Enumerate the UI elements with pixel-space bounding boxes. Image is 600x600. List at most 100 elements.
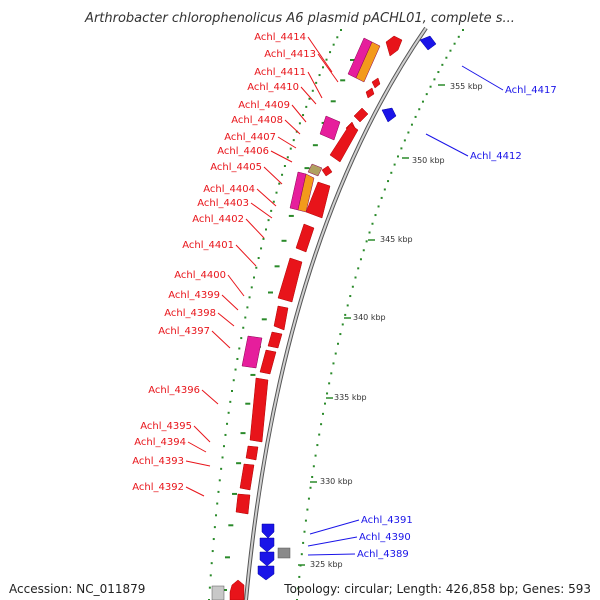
gene-label-achl-4402: Achl_4402 [192,214,244,225]
gene-label-achl-4400: Achl_4400 [174,270,226,281]
gene-leader-line [307,71,323,99]
colored-genes [241,37,381,369]
gene-leader-line [250,202,273,219]
gene-block [257,565,275,581]
backbone [245,27,427,600]
gene-leader-line [284,119,301,135]
reverse-genes [257,35,437,581]
gene-block [277,547,291,559]
gene-leader-line [425,133,469,157]
gene-block [307,163,323,177]
gene-block [273,305,289,331]
gene-label-achl-4390: Achl_4390 [359,532,411,543]
gene-leader-line [300,86,317,105]
gene-block [385,35,403,57]
gene-label-achl-4411: Achl_4411 [254,67,306,78]
gene-block [235,493,251,515]
reverse-gene-labels: Achl_4417 Achl_4412 Achl_4391 Achl_4390 Achl… [307,65,557,560]
gene-block [239,463,255,491]
gene-label-achl-4410: Achl_4410 [247,82,299,93]
gene-leader-line [227,274,245,297]
gene-label-achl-4396: Achl_4396 [148,385,200,396]
accession-label: Accession: NC_011879 [9,582,146,596]
gene-block [211,585,225,600]
tick-label-325: 325 kbp [310,560,343,569]
gene-label-achl-4407: Achl_4407 [224,132,276,143]
gene-leader-line [201,389,219,405]
gene-block [229,579,245,600]
gene-block [365,87,375,99]
gene-block [261,523,275,539]
gene-leader-line [193,425,211,443]
gene-block [267,331,283,349]
gene-block [321,165,333,177]
gene-leader-line [187,441,207,453]
gene-leader-line [185,460,211,467]
gene-block [371,77,381,89]
gene-leader-line [217,312,235,327]
gene-leader-line [317,53,339,83]
tick-label-350: 350 kbp [412,156,445,165]
map-title: Arthrobacter chlorophenolicus A6 plasmid… [84,11,515,26]
tick-label-340: 340 kbp [353,313,386,322]
gene-leader-line [291,104,307,123]
gene-label-achl-4414: Achl_4414 [254,32,306,43]
forward-genes [229,35,403,600]
gene-leader-line [256,188,277,207]
gene-block [329,123,359,163]
gene-leader-line [263,166,283,185]
gene-label-achl-4392: Achl_4392 [132,482,184,493]
tick-label-345: 345 kbp [380,235,413,244]
gene-label-achl-4406: Achl_4406 [217,146,269,157]
tick-label-355: 355 kbp [450,82,483,91]
inner-dots [208,29,342,600]
gene-leader-line [270,150,293,163]
gene-leader-line [307,536,358,547]
gene-label-achl-4393: Achl_4393 [132,456,184,467]
gene-label-achl-4403: Achl_4403 [197,198,249,209]
tick-label-330: 330 kbp [320,477,353,486]
gene-label-achl-4399: Achl_4399 [168,290,220,301]
gene-label-achl-4391: Achl_4391 [361,515,413,526]
kbp-ticks [298,84,445,566]
gene-block [245,445,259,461]
gene-block [297,173,315,213]
gene-leader-line [307,36,333,73]
topology-label: Topology: circular; Length: 426,858 bp; … [284,582,591,596]
gene-block [249,377,269,443]
gene-leader-line [235,244,257,267]
gene-block [259,551,275,567]
gene-leader-line [211,330,231,349]
outer-dots [296,29,464,600]
gene-label-achl-4417: Achl_4417 [505,85,557,96]
gene-label-achl-4394: Achl_4394 [134,437,186,448]
gene-label-achl-4401: Achl_4401 [182,240,234,251]
gene-leader-line [309,519,360,535]
gene-label-achl-4408: Achl_4408 [231,115,283,126]
gene-block [355,41,381,83]
gene-label-achl-4397: Achl_4397 [158,326,210,337]
gene-block [241,335,263,369]
gene-label-achl-4412: Achl_4412 [470,151,522,162]
gene-leader-line [245,218,265,239]
gene-label-achl-4409: Achl_4409 [238,100,290,111]
tick-label-335: 335 kbp [334,393,367,402]
grey-genes [211,547,291,600]
forward-gene-labels: Achl_4414 Achl_4413 Achl_4411 Achl_4410 Achl… [132,32,339,497]
gene-label-achl-4398: Achl_4398 [164,308,216,319]
gene-label-achl-4389: Achl_4389 [357,549,409,560]
gene-leader-line [277,136,297,149]
gene-block [295,223,315,253]
gene-block [277,257,303,303]
gene-block [305,181,331,219]
gene-block [259,349,277,375]
gene-label-achl-4413: Achl_4413 [264,49,316,60]
gene-label-achl-4404: Achl_4404 [203,184,255,195]
gene-block [319,115,341,141]
gene-block [259,537,275,553]
gene-block [381,107,397,123]
gene-leader-line [221,294,239,311]
gene-leader-line [185,486,205,497]
gene-block [353,107,369,123]
